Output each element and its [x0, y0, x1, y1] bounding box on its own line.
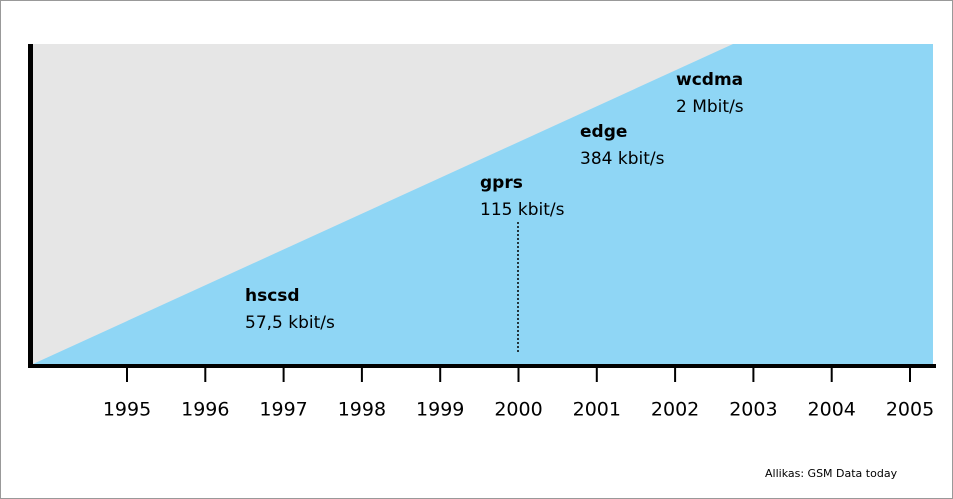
year-label: 2005	[886, 399, 934, 421]
year-label: 2001	[573, 399, 621, 421]
speed-area	[33, 44, 933, 364]
left-axis	[28, 44, 33, 368]
tech-speed: 57,5 kbit/s	[245, 313, 335, 333]
year-label: 1999	[416, 399, 464, 421]
year-label: 2004	[808, 399, 856, 421]
source: Allikas: GSM Data today	[765, 467, 898, 480]
year-label: 2003	[729, 399, 777, 421]
tech-name: edge	[580, 122, 627, 142]
year-label: 1997	[259, 399, 307, 421]
year-label: 1995	[103, 399, 151, 421]
year-label: 1996	[181, 399, 229, 421]
tech-speed: 2 Mbit/s	[676, 97, 744, 117]
year-label: 2002	[651, 399, 699, 421]
year-label: 1998	[338, 399, 386, 421]
tech-speed: 115 kbit/s	[480, 200, 565, 220]
tech-name: hscsd	[245, 286, 300, 306]
year-label: 2000	[494, 399, 542, 421]
tech-name: gprs	[480, 173, 523, 193]
bottom-axis	[28, 364, 936, 368]
tech-name: wcdma	[676, 70, 743, 90]
tech-speed: 384 kbit/s	[580, 149, 665, 169]
